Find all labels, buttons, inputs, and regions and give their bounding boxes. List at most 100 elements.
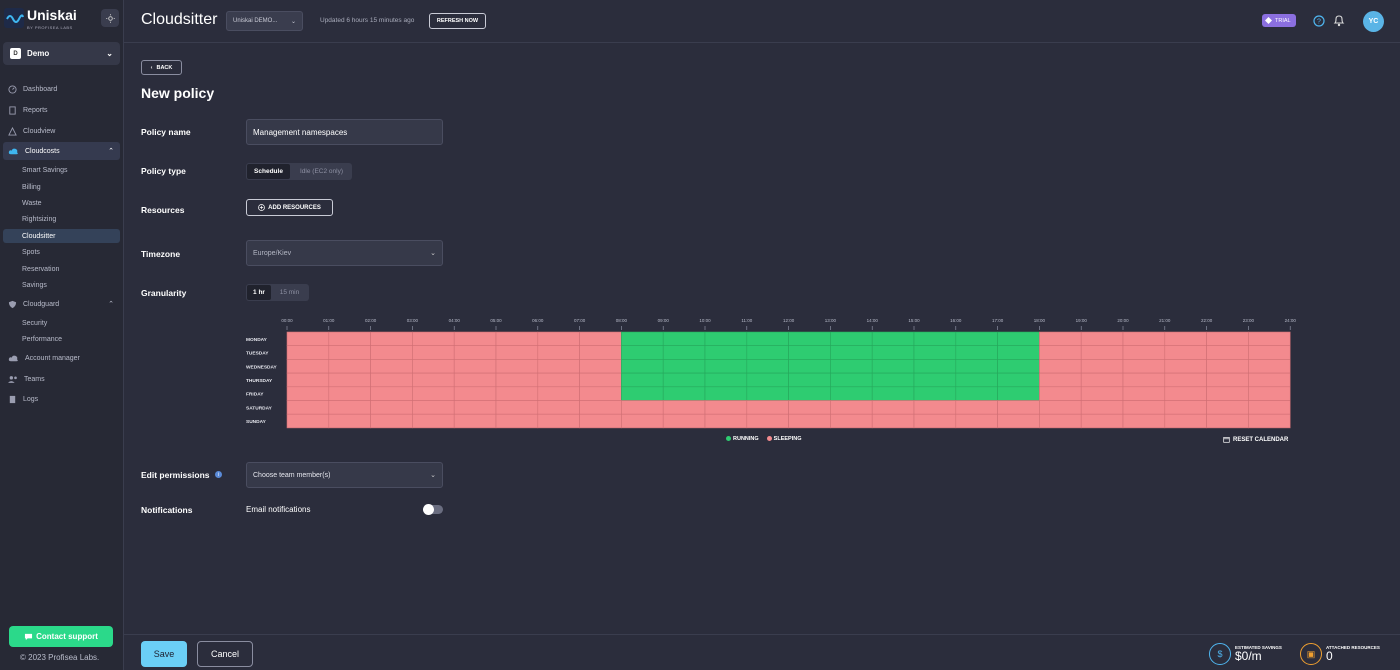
calendar-cell-sleeping[interactable] [704, 400, 748, 415]
reset-calendar-button[interactable]: RESET CALENDAR [1223, 436, 1288, 443]
calendar-cell-running[interactable] [955, 359, 998, 374]
sidebar-item-teams[interactable]: Teams [3, 370, 120, 388]
calendar-cell-sleeping[interactable] [1206, 386, 1249, 401]
calendar-cell-sleeping[interactable] [370, 331, 413, 346]
calendar-cell-sleeping[interactable] [997, 413, 1040, 429]
calendar-cell-running[interactable] [997, 345, 1040, 360]
calendar-cell-sleeping[interactable] [453, 413, 497, 429]
calendar-cell-running[interactable] [997, 386, 1040, 401]
calendar-cell-sleeping[interactable] [453, 345, 497, 360]
calendar-cell-sleeping[interactable] [328, 413, 371, 429]
calendar-cell-sleeping[interactable] [746, 413, 789, 429]
calendar-cell-running[interactable] [662, 331, 706, 346]
calendar-cell-running[interactable] [621, 386, 664, 401]
calendar-cell-sleeping[interactable] [328, 372, 371, 388]
calendar-cell-running[interactable] [871, 331, 915, 346]
calendar-cell-sleeping[interactable] [1122, 345, 1166, 360]
calendar-cell-sleeping[interactable] [412, 413, 455, 429]
calendar-cell-sleeping[interactable] [1206, 400, 1249, 415]
calendar-cell-running[interactable] [746, 386, 789, 401]
calendar-cell-running[interactable] [704, 359, 748, 374]
calendar-cell-sleeping[interactable] [412, 331, 455, 346]
calendar-cell-sleeping[interactable] [704, 413, 748, 429]
calendar-cell-sleeping[interactable] [453, 331, 497, 346]
info-icon[interactable]: i [215, 471, 222, 478]
calendar-cell-sleeping[interactable] [495, 372, 539, 388]
calendar-cell-running[interactable] [955, 386, 998, 401]
calendar-cell-running[interactable] [830, 372, 873, 388]
calendar-cell-sleeping[interactable] [621, 400, 664, 415]
calendar-cell-sleeping[interactable] [1206, 345, 1249, 360]
calendar-cell-sleeping[interactable] [1248, 400, 1291, 415]
calendar-cell-sleeping[interactable] [1248, 345, 1291, 360]
sidebar-item-reservation[interactable]: Reservation [3, 262, 120, 276]
calendar-cell-running[interactable] [746, 359, 789, 374]
calendar-cell-sleeping[interactable] [1248, 386, 1291, 401]
calendar-cell-running[interactable] [621, 345, 664, 360]
calendar-cell-sleeping[interactable] [328, 400, 371, 415]
calendar-cell-running[interactable] [704, 386, 748, 401]
calendar-cell-sleeping[interactable] [1039, 372, 1082, 388]
calendar-cell-sleeping[interactable] [1164, 359, 1207, 374]
calendar-cell-sleeping[interactable] [286, 345, 330, 360]
calendar-cell-sleeping[interactable] [495, 359, 539, 374]
calendar-cell-sleeping[interactable] [370, 345, 413, 360]
account-select[interactable]: Uniskai DEMO... ⌄ [226, 11, 303, 31]
sidebar-item-cloudview[interactable]: Cloudview [3, 122, 120, 140]
calendar-cell-sleeping[interactable] [495, 386, 539, 401]
calendar-cell-sleeping[interactable] [1122, 386, 1166, 401]
calendar-cell-running[interactable] [830, 345, 873, 360]
sidebar-item-spots[interactable]: Spots [3, 245, 120, 259]
calendar-cell-sleeping[interactable] [662, 413, 706, 429]
back-button[interactable]: ‹ BACK [141, 60, 182, 75]
calendar-cell-running[interactable] [746, 372, 789, 388]
calendar-cell-sleeping[interactable] [955, 413, 998, 429]
calendar-cell-running[interactable] [704, 331, 748, 346]
calendar-cell-sleeping[interactable] [1248, 372, 1291, 388]
calendar-cell-sleeping[interactable] [1164, 372, 1207, 388]
calendar-cell-running[interactable] [997, 359, 1040, 374]
calendar-cell-running[interactable] [621, 331, 664, 346]
calendar-cell-sleeping[interactable] [412, 359, 455, 374]
calendar-cell-running[interactable] [871, 386, 915, 401]
calendar-cell-sleeping[interactable] [453, 372, 497, 388]
calendar-cell-sleeping[interactable] [286, 400, 330, 415]
calendar-cell-sleeping[interactable] [453, 400, 497, 415]
calendar-cell-sleeping[interactable] [579, 331, 622, 346]
calendar-cell-sleeping[interactable] [286, 359, 330, 374]
calendar-cell-running[interactable] [662, 359, 706, 374]
policy-name-input[interactable] [246, 119, 443, 145]
calendar-cell-sleeping[interactable] [746, 400, 789, 415]
calendar-cell-sleeping[interactable] [1080, 372, 1124, 388]
help-icon[interactable]: ? [1313, 15, 1325, 27]
calendar-cell-sleeping[interactable] [328, 359, 371, 374]
calendar-cell-sleeping[interactable] [579, 372, 622, 388]
calendar-cell-sleeping[interactable] [579, 386, 622, 401]
calendar-cell-sleeping[interactable] [1164, 345, 1207, 360]
calendar-cell-sleeping[interactable] [1080, 400, 1124, 415]
calendar-cell-sleeping[interactable] [1164, 400, 1207, 415]
calendar-cell-running[interactable] [621, 372, 664, 388]
calendar-cell-sleeping[interactable] [871, 400, 915, 415]
bell-icon[interactable] [1333, 14, 1345, 27]
contact-support-button[interactable]: Contact support [9, 626, 113, 647]
calendar-cell-running[interactable] [830, 331, 873, 346]
calendar-cell-sleeping[interactable] [1122, 359, 1166, 374]
calendar-cell-running[interactable] [788, 386, 831, 401]
calendar-cell-sleeping[interactable] [1039, 359, 1082, 374]
calendar-cell-sleeping[interactable] [1122, 372, 1166, 388]
calendar-cell-running[interactable] [913, 372, 957, 388]
calendar-cell-sleeping[interactable] [1080, 413, 1124, 429]
calendar-cell-sleeping[interactable] [1080, 345, 1124, 360]
calendar-cell-sleeping[interactable] [1164, 386, 1207, 401]
cancel-button[interactable]: Cancel [197, 641, 253, 667]
calendar-cell-sleeping[interactable] [495, 345, 539, 360]
calendar-cell-running[interactable] [788, 345, 831, 360]
calendar-cell-running[interactable] [830, 359, 873, 374]
calendar-cell-sleeping[interactable] [1080, 386, 1124, 401]
calendar-cell-sleeping[interactable] [495, 413, 539, 429]
calendar-cell-sleeping[interactable] [412, 372, 455, 388]
calendar-cell-sleeping[interactable] [370, 386, 413, 401]
sidebar-item-rightsizing[interactable]: Rightsizing [3, 212, 120, 226]
calendar-cell-sleeping[interactable] [286, 331, 330, 346]
